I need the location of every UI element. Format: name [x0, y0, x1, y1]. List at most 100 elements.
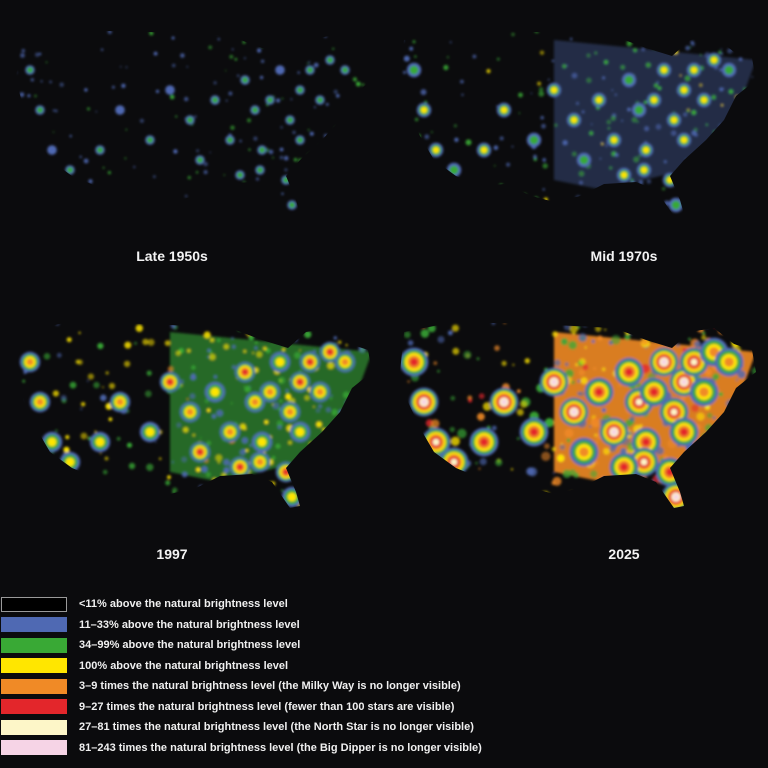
- light-dot: [352, 77, 357, 82]
- light-dot: [588, 130, 594, 136]
- light-dot: [562, 64, 567, 69]
- light-dot: [281, 97, 284, 100]
- legend-swatch-orange: [1, 678, 67, 694]
- light-dot: [551, 59, 554, 63]
- light-dot: [566, 438, 571, 443]
- city-glow: [681, 379, 687, 385]
- light-dot: [200, 502, 204, 505]
- light-dot: [552, 331, 558, 337]
- light-dot: [256, 38, 261, 43]
- light-dot: [80, 188, 83, 191]
- light-dot: [247, 208, 251, 211]
- light-dot: [711, 475, 714, 478]
- light-dot: [682, 474, 692, 483]
- light-dot: [319, 442, 326, 448]
- light-dot: [357, 209, 361, 213]
- city-glow: [289, 202, 295, 208]
- city-glow: [295, 427, 305, 437]
- light-dot: [433, 361, 438, 365]
- light-dot: [751, 367, 756, 376]
- light-dot: [471, 486, 478, 493]
- light-dot: [685, 158, 689, 162]
- light-dot: [142, 338, 149, 346]
- light-dot: [222, 198, 228, 203]
- light-dot: [245, 449, 249, 452]
- light-dot: [298, 158, 303, 163]
- light-dot: [243, 385, 245, 388]
- light-dot: [313, 405, 315, 408]
- city-glow: [480, 146, 488, 154]
- city-glow: [287, 117, 293, 123]
- light-dot: [686, 110, 689, 113]
- light-dot: [16, 431, 19, 434]
- light-dot: [311, 153, 314, 157]
- light-dot: [697, 326, 704, 333]
- light-dot: [69, 134, 72, 138]
- light-dot: [171, 36, 175, 40]
- light-dot: [340, 423, 348, 432]
- light-dot: [657, 495, 668, 505]
- light-dot: [601, 477, 607, 482]
- light-dot: [697, 160, 700, 164]
- light-dot: [713, 148, 719, 153]
- light-dot: [747, 432, 749, 435]
- light-dot: [749, 208, 756, 215]
- light-dot: [437, 336, 445, 343]
- light-dot: [60, 480, 63, 483]
- light-dot: [285, 388, 289, 393]
- light-dot: [55, 429, 58, 433]
- light-dot: [108, 382, 116, 390]
- light-dot: [268, 149, 274, 155]
- light-dot: [570, 201, 576, 207]
- light-dot: [601, 474, 604, 478]
- light-dot: [26, 172, 30, 176]
- light-dot: [747, 205, 753, 212]
- light-dot: [329, 397, 333, 400]
- light-dot: [412, 40, 416, 44]
- light-dot: [636, 120, 639, 123]
- light-dot: [587, 205, 590, 208]
- light-dot: [752, 188, 756, 193]
- light-dot: [704, 494, 708, 498]
- light-dot: [606, 119, 612, 125]
- light-dot: [460, 79, 464, 84]
- light-dot: [749, 105, 756, 111]
- light-dot: [620, 64, 626, 70]
- light-dot: [538, 87, 544, 92]
- light-dot: [681, 475, 690, 484]
- light-dot: [612, 190, 619, 197]
- light-dot: [352, 438, 360, 446]
- light-dot: [173, 149, 178, 154]
- city-glow: [579, 155, 589, 165]
- city-glow: [242, 77, 248, 83]
- light-dot: [610, 115, 616, 121]
- light-dot: [403, 70, 406, 74]
- light-dot: [683, 488, 693, 498]
- light-dot: [420, 329, 430, 338]
- light-dot: [605, 482, 614, 492]
- light-dot: [701, 335, 707, 341]
- map-panel-2025: [384, 292, 768, 582]
- light-dot: [406, 179, 412, 185]
- light-dot: [182, 426, 189, 433]
- light-dot: [220, 322, 224, 325]
- light-dot: [693, 501, 703, 508]
- light-dot: [223, 201, 227, 204]
- light-dot: [55, 322, 60, 326]
- light-dot: [316, 421, 322, 428]
- light-dot: [459, 479, 469, 489]
- light-dot: [594, 433, 598, 437]
- light-dot: [403, 55, 410, 62]
- light-dot: [557, 454, 565, 462]
- light-dot: [313, 350, 317, 353]
- light-dot: [706, 322, 711, 326]
- city-glow: [611, 429, 617, 435]
- light-dot: [478, 393, 485, 399]
- light-dot: [463, 195, 468, 200]
- light-dot: [239, 491, 243, 496]
- city-glow: [317, 97, 323, 103]
- light-dot: [753, 146, 756, 149]
- city-glow: [500, 106, 508, 114]
- light-dot: [272, 402, 280, 410]
- light-dot: [75, 201, 80, 207]
